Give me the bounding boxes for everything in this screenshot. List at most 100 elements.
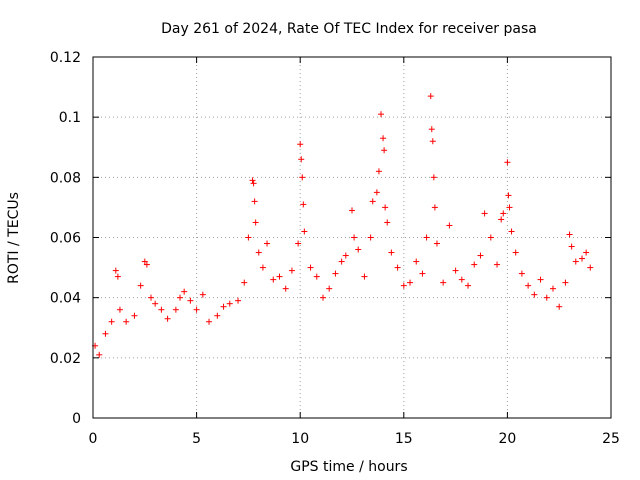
data-point [300,201,307,208]
data-point [428,126,435,133]
data-point [505,192,512,199]
x-tick-label: 15 [395,431,413,447]
data-point [506,204,513,211]
data-point [148,294,155,301]
chart-title: Day 261 of 2024, Rate Of TEC Index for r… [161,21,537,37]
data-point [172,306,179,313]
data-point [500,210,507,217]
data-point [259,264,266,271]
data-point [299,174,306,181]
data-points [92,93,594,358]
data-point [220,303,227,310]
data-point [251,198,258,205]
data-point [566,231,573,238]
x-tick-label: 0 [89,431,98,447]
x-tick-label: 25 [602,431,620,447]
data-point [583,249,590,256]
data-point [288,267,295,274]
data-point [199,291,206,298]
axis-ticks [92,56,612,419]
y-tick-label: 0.06 [50,231,81,247]
data-point [419,270,426,277]
data-point [255,249,262,256]
data-point [250,180,257,187]
data-point [351,234,358,241]
data-point [332,270,339,277]
grid-lines [93,57,611,418]
data-point [481,210,488,217]
data-point [123,318,130,325]
y-tick-label: 0 [72,411,81,427]
y-tick-label: 0.08 [50,170,81,186]
data-point [193,306,200,313]
data-point [164,315,171,322]
data-point [378,111,385,118]
data-point [102,330,109,337]
data-point [440,279,447,286]
data-point [319,294,326,301]
data-point [494,261,501,268]
data-point [531,291,538,298]
data-point [143,261,150,268]
data-point [141,258,148,265]
data-point [572,258,579,265]
data-point [512,249,519,256]
y-tick-labels: 0 0.02 0.04 0.06 0.08 0.1 0.12 [50,50,81,427]
data-point [380,135,387,142]
data-point [578,255,585,262]
data-point [407,279,414,286]
data-point [384,219,391,226]
data-point [252,219,259,226]
data-point [152,300,159,307]
data-point [301,228,308,235]
data-point [508,228,515,235]
data-point [361,273,368,280]
data-point [338,258,345,265]
data-point [116,306,123,313]
x-tick-label: 10 [291,431,309,447]
data-point [549,285,556,292]
data-point [471,261,478,268]
data-point [282,285,289,292]
data-point [458,276,465,283]
data-point [431,204,438,211]
data-point [295,240,302,247]
data-point [131,312,138,319]
data-point [137,282,144,289]
data-point [518,270,525,277]
data-point [477,252,484,259]
data-point [96,351,103,358]
x-tick-labels: 0 5 10 15 20 25 [89,431,620,447]
data-point [313,273,320,280]
data-point [235,297,242,304]
data-point [226,300,233,307]
y-tick-label: 0.04 [50,291,81,307]
data-point [367,234,374,241]
data-point [504,159,511,166]
data-point [465,282,472,289]
data-point [270,276,277,283]
data-point [429,138,436,145]
data-point [568,243,575,250]
data-point [297,141,304,148]
data-point [349,207,355,214]
data-point [158,306,165,313]
data-point [375,168,382,175]
data-point [413,258,420,265]
data-point [388,249,395,256]
data-point [382,204,389,211]
data-point [241,279,248,286]
data-point [446,222,453,229]
data-point [556,303,563,310]
data-point [298,156,305,163]
data-point [181,288,188,295]
data-point [430,174,437,181]
data-point [400,282,407,289]
data-point [326,285,333,292]
data-point [214,312,221,319]
data-point [427,93,434,100]
data-point [206,318,213,325]
data-point [177,294,184,301]
data-point [487,234,494,241]
